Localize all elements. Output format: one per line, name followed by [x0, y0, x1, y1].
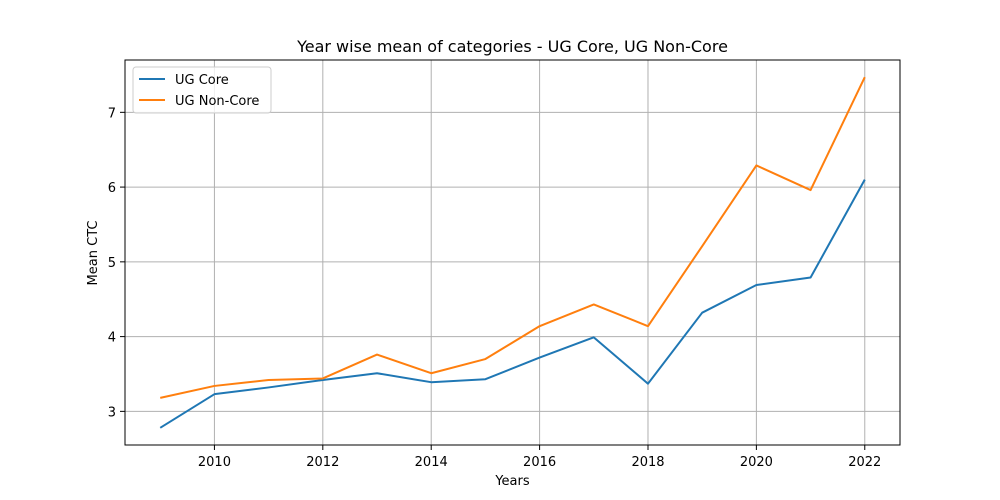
y-tick-label: 7 — [108, 106, 116, 121]
series-line-ug-non-core — [160, 76, 866, 399]
x-tick-label: 2020 — [740, 455, 773, 470]
x-tick-label: 2010 — [198, 455, 231, 470]
chart-title: Year wise mean of categories - UG Core, … — [296, 37, 728, 56]
series-line-ug-core — [159, 179, 866, 429]
legend-label-ug-core: UG Core — [175, 73, 229, 88]
series-lines — [159, 76, 866, 429]
y-tick-label: 3 — [108, 405, 116, 420]
y-axis-label: Mean CTC — [86, 221, 101, 286]
x-tick-label: 2016 — [523, 455, 556, 470]
x-tick-label: 2018 — [631, 455, 664, 470]
legend-label-ug-non-core: UG Non-Core — [175, 94, 259, 109]
grid — [125, 60, 900, 445]
x-axis-label: Years — [494, 474, 530, 489]
legend-box — [132, 66, 272, 114]
x-tick-label: 2014 — [415, 455, 448, 470]
y-tick-label: 6 — [108, 181, 116, 196]
x-tick-label: 2022 — [848, 455, 881, 470]
plot-area-frame — [124, 59, 901, 446]
y-tick-label: 5 — [108, 256, 116, 271]
legend: UG Core UG Non-Core — [132, 66, 272, 114]
y-tick-label: 4 — [108, 331, 116, 346]
axis-ticks: 2010 2012 2014 2016 2018 2020 2022 3 4 5 6 7 — [108, 106, 882, 470]
x-tick-label: 2012 — [306, 455, 339, 470]
